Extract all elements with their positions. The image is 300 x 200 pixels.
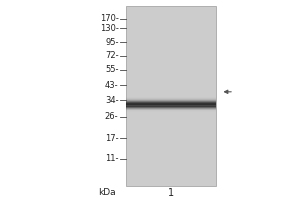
Bar	[126, 104, 216, 105]
Text: 95-: 95-	[105, 38, 119, 47]
Text: 26-: 26-	[105, 112, 119, 121]
Text: 170-: 170-	[100, 14, 118, 23]
Bar	[126, 106, 216, 107]
Text: 55-: 55-	[105, 65, 119, 74]
Text: 130-: 130-	[100, 24, 118, 33]
Bar	[126, 110, 216, 111]
Text: 11-: 11-	[105, 154, 119, 163]
Text: 1: 1	[168, 188, 174, 198]
Bar	[126, 108, 216, 109]
Bar	[126, 6, 216, 186]
Text: kDa: kDa	[98, 188, 116, 197]
Bar	[126, 107, 216, 108]
Bar	[126, 102, 216, 103]
Bar	[126, 100, 216, 101]
Bar	[126, 108, 216, 109]
Bar	[126, 106, 216, 107]
Text: 17-: 17-	[105, 134, 119, 143]
Text: 43-: 43-	[105, 81, 119, 90]
Text: 34-: 34-	[105, 96, 119, 105]
Bar	[126, 101, 216, 102]
Bar	[126, 111, 216, 112]
Bar	[126, 98, 216, 99]
Bar	[126, 107, 216, 108]
Bar	[126, 97, 216, 98]
Bar	[126, 109, 216, 110]
Bar	[126, 103, 216, 104]
Text: 72-: 72-	[105, 51, 119, 60]
Bar	[126, 105, 216, 106]
Bar	[126, 99, 216, 100]
Bar	[126, 109, 216, 110]
